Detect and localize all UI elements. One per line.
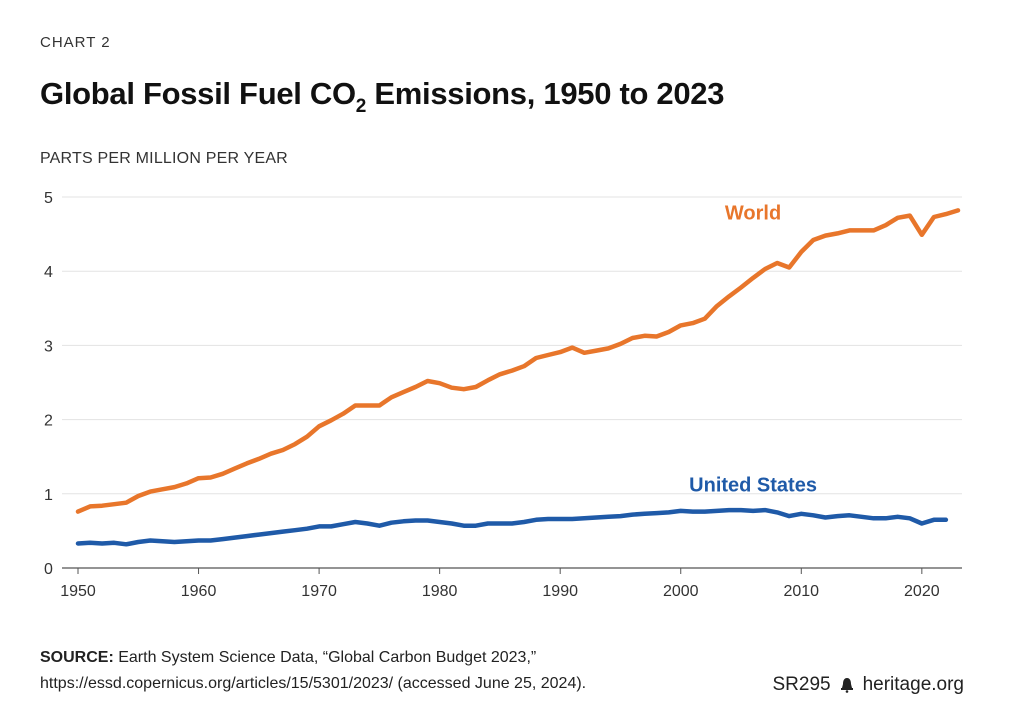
series-label-world: World bbox=[725, 202, 781, 224]
x-tick-label: 1960 bbox=[181, 583, 217, 600]
x-tick-label: 1950 bbox=[60, 583, 96, 600]
series-line-world bbox=[75, 208, 961, 514]
series-line-united-states bbox=[75, 507, 949, 547]
y-tick-labels: 0 1 2 3 4 5 bbox=[44, 190, 53, 578]
source-label: SOURCE: bbox=[40, 649, 114, 666]
x-tick-label: 2000 bbox=[663, 583, 699, 600]
y-tick-label: 1 bbox=[44, 487, 53, 504]
y-tick-label: 4 bbox=[44, 264, 53, 281]
y-tick-label: 2 bbox=[44, 413, 53, 430]
y-tick-label: 5 bbox=[44, 190, 53, 207]
title-main: Global Fossil Fuel CO bbox=[40, 76, 356, 111]
x-tick-label: 1990 bbox=[542, 583, 578, 600]
title-rest: Emissions, 1950 to 2023 bbox=[366, 76, 725, 111]
source-text: Earth System Science Data, “Global Carbo… bbox=[40, 649, 587, 692]
title-subscript: 2 bbox=[355, 96, 367, 117]
y-tick-label: 0 bbox=[44, 561, 53, 578]
y-axis-label: PARTS PER MILLION PER YEAR bbox=[40, 150, 288, 167]
x-tick-label: 2010 bbox=[783, 583, 819, 600]
series-label-united-states: United States bbox=[689, 475, 817, 497]
grid-lines bbox=[62, 196, 962, 574]
source-note: SOURCE: Earth System Science Data, “Glob… bbox=[40, 645, 680, 697]
chart-kicker: CHART 2 bbox=[40, 34, 111, 51]
x-tick-label: 1980 bbox=[422, 583, 458, 600]
chart-title: Global Fossil Fuel CO2 Emissions, 1950 t… bbox=[40, 76, 725, 118]
report-id: SR295 bbox=[772, 674, 831, 695]
x-tick-labels: 1950 1960 1970 1980 1990 2000 2010 2020 bbox=[60, 583, 940, 600]
x-tick-label: 2020 bbox=[904, 583, 940, 600]
liberty-bell-icon bbox=[840, 678, 853, 693]
site-name: heritage.org bbox=[862, 674, 964, 695]
x-tick-label: 1970 bbox=[301, 583, 337, 600]
series-lines bbox=[75, 208, 961, 547]
y-tick-label: 3 bbox=[44, 338, 53, 355]
footer-branding: SR295 heritage.org bbox=[772, 674, 964, 696]
